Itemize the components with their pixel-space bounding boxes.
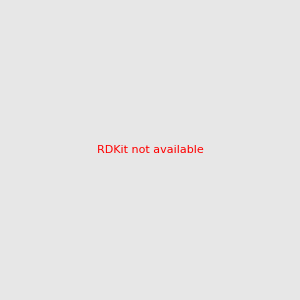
Text: RDKit not available: RDKit not available bbox=[97, 145, 203, 155]
